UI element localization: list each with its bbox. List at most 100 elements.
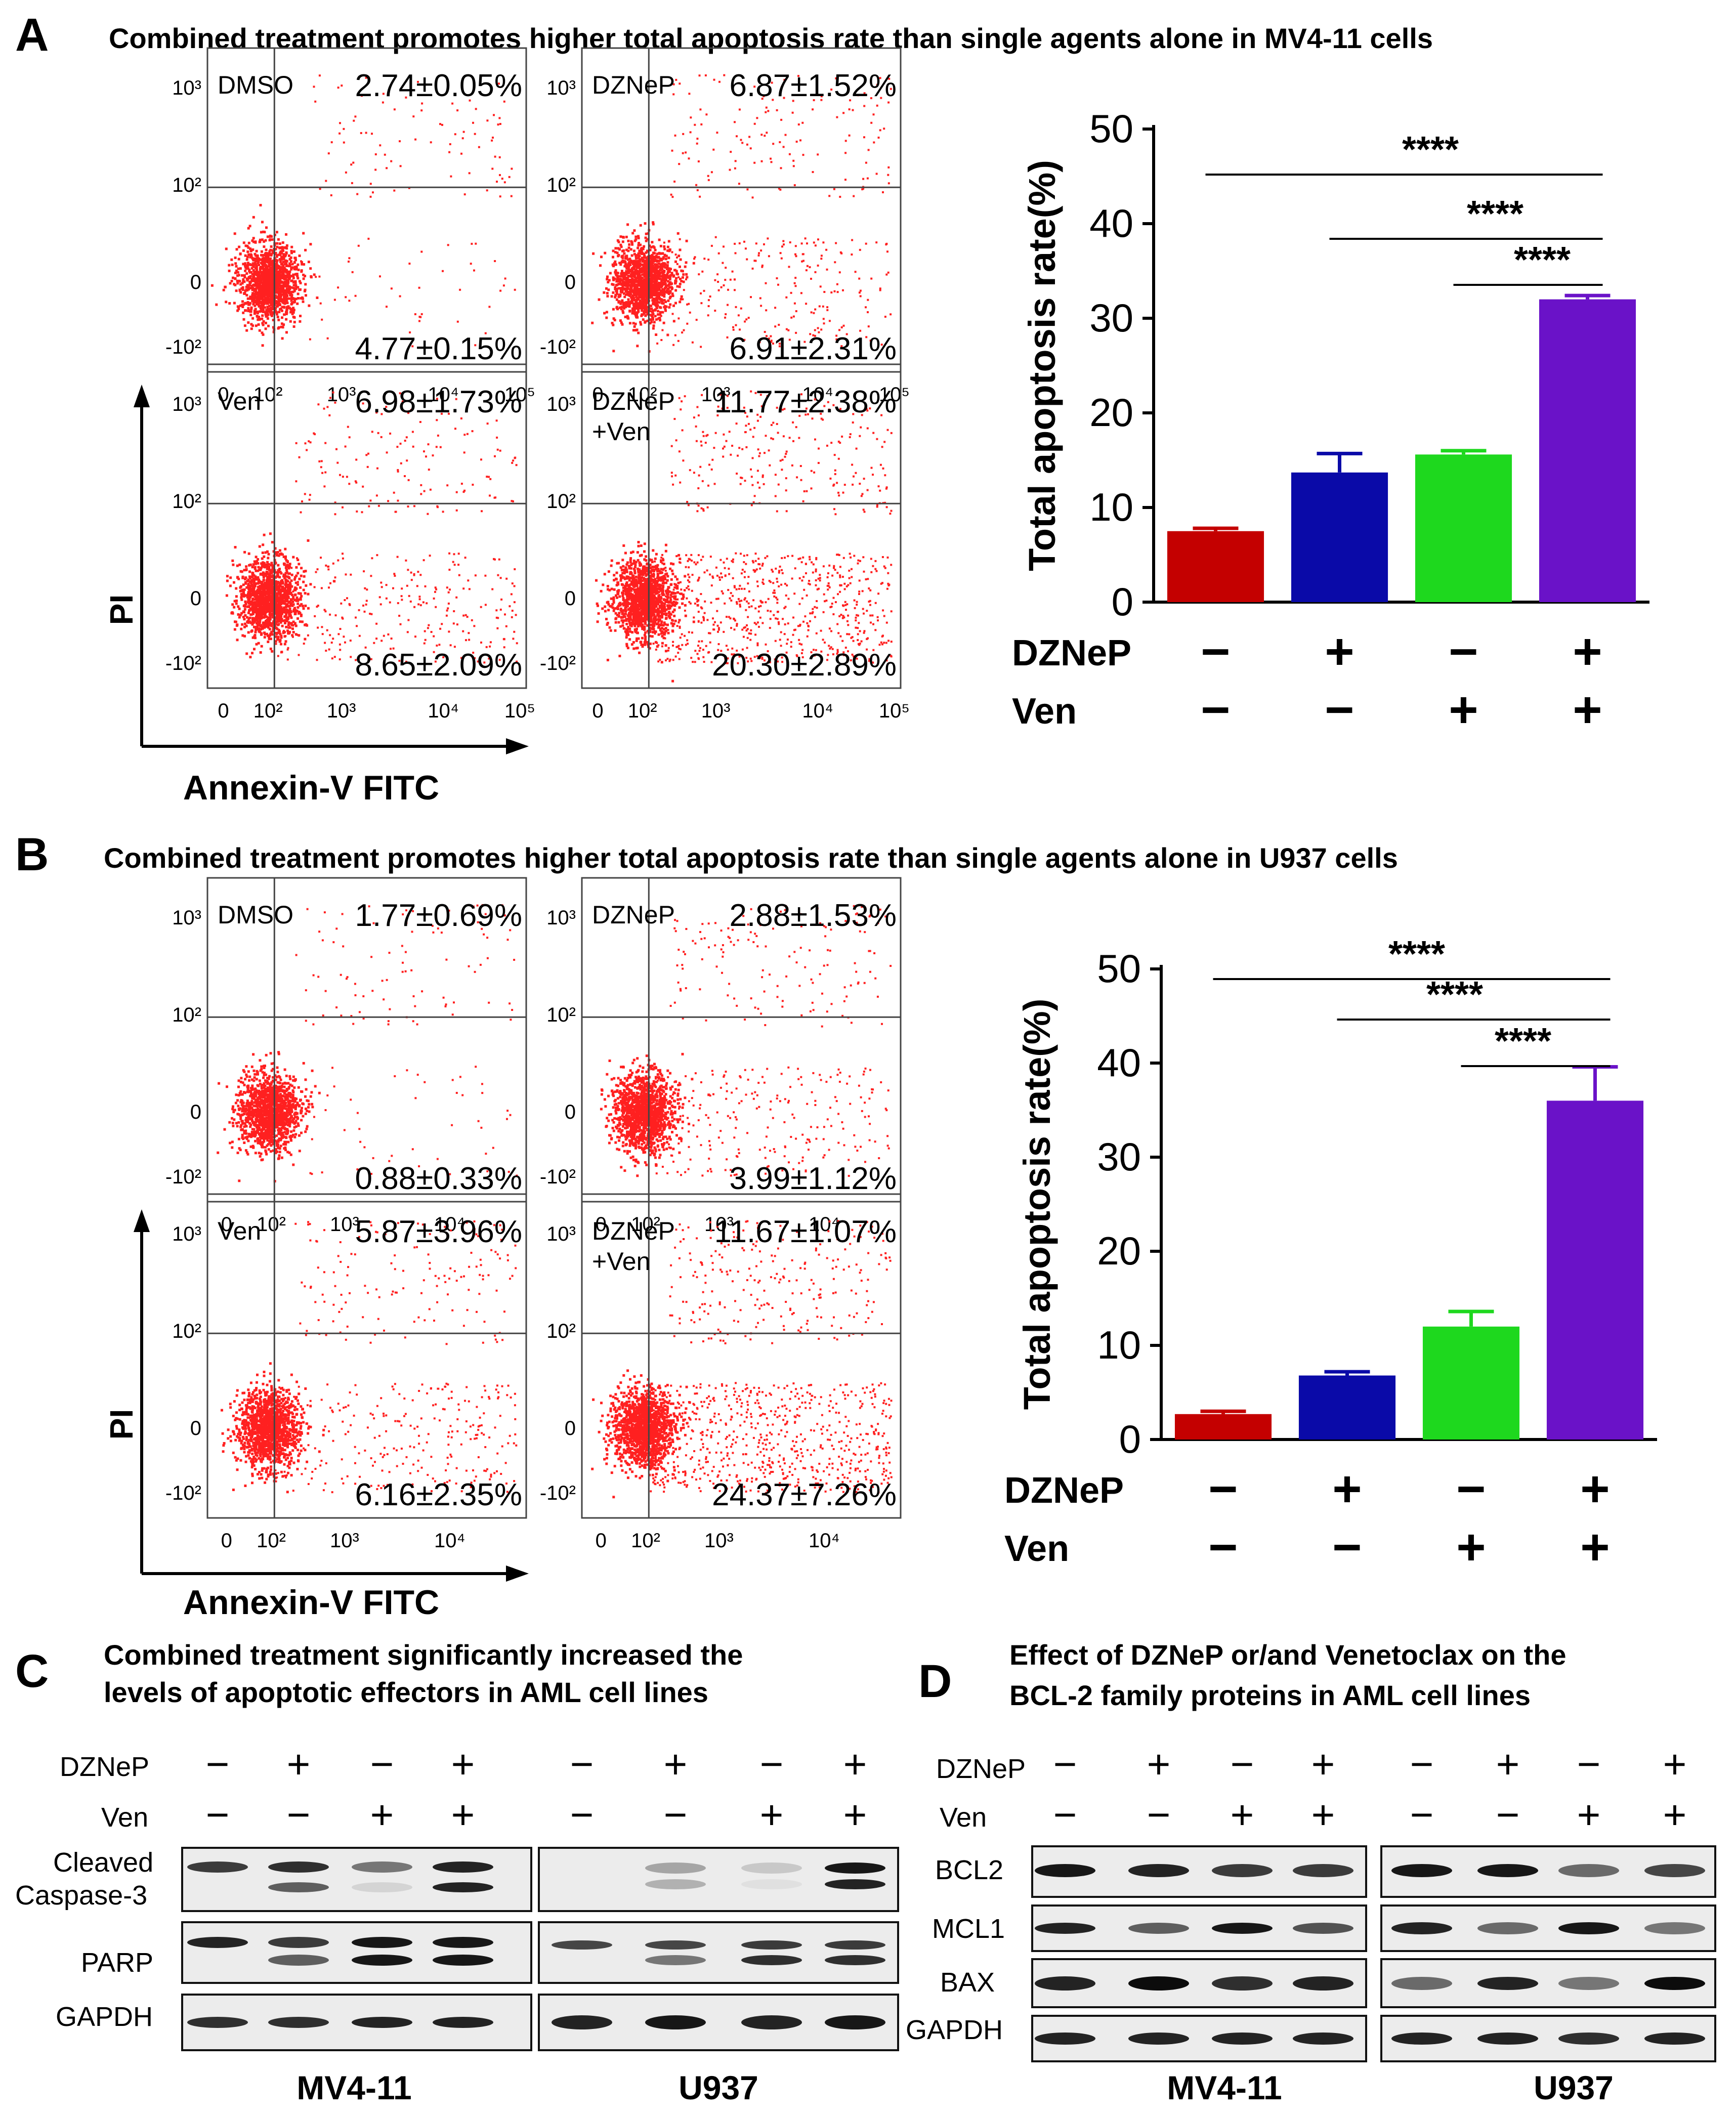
quadrant-upper-right-value: 2.88±1.53% [730,898,897,933]
panel-letter-a: A [15,9,49,61]
flow-x-tick: 0 [221,1213,232,1236]
quadrant-upper-right-value: 11.67±1.07% [714,1214,897,1249]
flow-y-tick: -10² [165,336,201,358]
protein-band [433,1882,493,1892]
treatment-sign: + [1580,1519,1610,1576]
flow-scatter-dots [600,905,892,1177]
flow-y-tick: 0 [190,271,201,293]
protein-band [187,2017,248,2028]
band-label-parp: PARP [81,1947,153,1978]
protein-band [1477,1864,1538,1877]
flow-plot-4: DZNeP+Ven 11.77±2.38% 20.30±2.89% 10³ 10² 0 -1… [540,363,910,722]
quadrant-lower-right-value: 0.88±0.33% [355,1161,523,1196]
flow-plot-label: DMSO [218,901,293,929]
blot-treatment-sign: − [1053,1742,1077,1787]
panel-letter-c: C [15,1645,49,1697]
chart-y-tick-label: 0 [1119,1417,1141,1461]
protein-band [741,1862,802,1874]
protein-band [741,1879,802,1889]
blot-treatment-sign: − [1053,1792,1077,1837]
flow-plot-frame [206,363,527,689]
flow-y-tick: 10² [546,490,576,513]
y-axis-label-pi-b: PI [103,1409,140,1439]
quadrant-lower-right-value: 20.30±2.89% [712,648,897,683]
protein-band [268,2017,329,2028]
chart-bar-dmso [1174,1414,1272,1439]
flow-plot-1: DMSO 2.74±0.05% 4.77±0.15% 10³ 10² 0 -10² 0 10² 1… [165,47,535,406]
blot-treatment-sign: + [287,1742,311,1787]
panel-d-treatment-label-dzneP: DZNeP [936,1754,1026,1784]
quadrant-lower-right-value: 3.99±1.12% [730,1161,897,1196]
flow-plot-3: Ven 5.87±3.96% 6.16±2.35% 10³ 10² 0 -10² 0 10² 10… [165,1193,527,1552]
flow-y-tick: 0 [565,1417,576,1439]
protein-band [825,1879,885,1889]
chart-y-tick-label: 30 [1089,295,1133,340]
flow-x-tick: 0 [592,700,603,722]
blot-strip [181,1994,532,2051]
flow-plot-label-line2: +Ven [592,1247,650,1276]
protein-band [268,1937,329,1948]
flow-x-tick: 10³ [704,1213,734,1236]
flow-y-tick: -10² [165,1166,201,1188]
band-label-cleaved: Cleaved [53,1847,153,1878]
flow-plot-label-line2: +Ven [592,417,650,446]
blot-treatment-sign: − [1577,1742,1601,1787]
blot-treatment-sign: − [664,1792,688,1837]
flow-y-tick: 10³ [172,907,201,929]
protein-band [1558,1864,1619,1877]
chart-bar-dznep-ven [1539,299,1636,602]
flow-x-tick: 10³ [330,1530,359,1552]
protein-band [1212,1976,1273,1991]
protein-band [433,1937,493,1948]
panel-c-treatment-signs: − + − + − + − + − − + + − − + + [206,1742,867,1837]
blot-treatment-sign: − [206,1792,230,1837]
flow-plot-label: DZNeP [592,387,675,415]
blot-treatment-sign: + [1311,1742,1335,1787]
blot-treatment-sign: − [1496,1792,1520,1837]
protein-band [187,1937,248,1948]
protein-band [741,1955,802,1965]
chart-bar-ven [1415,454,1512,602]
blot-treatment-sign: − [1410,1792,1434,1837]
protein-band [1128,2033,1189,2045]
quadrant-lower-right-value: 4.77±0.15% [355,331,523,366]
protein-band [1128,1864,1189,1877]
protein-band [552,2015,612,2029]
chart-bar-dmso [1167,531,1264,602]
cell-line-label-u937-d: U937 [1534,2069,1614,2106]
treatment-sign: − [1456,1461,1486,1517]
flow-x-tick: 10⁴ [809,1213,840,1236]
flow-y-tick: 10³ [546,1223,576,1245]
treatment-sign: + [1325,623,1354,680]
quadrant-lower-right-value: 6.16±2.35% [355,1477,523,1512]
significance-stars: **** [1402,130,1459,170]
flow-x-tick: 10² [253,700,283,722]
blot-strip [181,1921,532,1984]
flow-y-tick: -10² [540,1482,576,1504]
chart-y-axis-label: Total apoptosis rate(%) [1016,999,1058,1410]
blot-treatment-sign: + [1496,1742,1520,1787]
treatment-sign: + [1449,682,1478,738]
protein-band [1128,1976,1189,1991]
flow-x-tick: 10³ [701,700,731,722]
blot-treatment-sign: + [1311,1792,1335,1837]
flow-x-tick: 10² [257,1530,286,1552]
protein-band [1644,2033,1705,2045]
treatment-sign: − [1325,682,1354,738]
protein-band [352,1882,412,1892]
significance-stars: **** [1467,194,1523,234]
protein-band [1477,1977,1538,1990]
blot-strip [181,1847,532,1912]
panel-c-title-line1: Combined treatment significantly increas… [104,1639,743,1671]
quadrant-lower-right-value: 8.65±2.09% [355,648,523,683]
flow-x-tick: 10² [628,700,657,722]
flow-y-tick: -10² [540,652,576,674]
treatment-sign: − [1332,1519,1362,1576]
blot-treatment-sign: + [1663,1742,1687,1787]
chart-y-tick-label: 30 [1097,1134,1141,1179]
protein-band [645,1879,706,1889]
flow-x-tick: 10² [631,1530,660,1552]
treatment-sign: + [1573,682,1602,738]
band-label-caspase3: Caspase-3 [15,1880,147,1911]
